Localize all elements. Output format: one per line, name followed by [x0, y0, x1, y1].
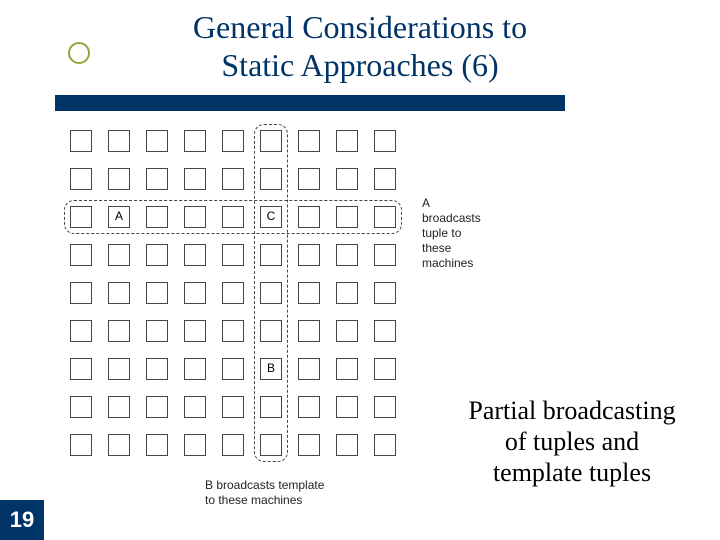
grid-cell	[184, 282, 206, 304]
grid-cell	[298, 130, 320, 152]
grid-cell	[336, 168, 358, 190]
grid-cell	[146, 168, 168, 190]
grid-cell	[374, 282, 396, 304]
grid-cell	[222, 434, 244, 456]
grid-cell	[108, 130, 130, 152]
grid-cell	[184, 358, 206, 380]
grid-cell	[374, 358, 396, 380]
grid-cell	[336, 320, 358, 342]
grid-cell	[298, 434, 320, 456]
grid-cell	[222, 396, 244, 418]
grid-cell	[70, 320, 92, 342]
grid-cell	[184, 244, 206, 266]
grid-cell	[146, 130, 168, 152]
grid-cell	[146, 358, 168, 380]
grid-cell	[108, 320, 130, 342]
grid-cell	[108, 396, 130, 418]
grid-cell	[336, 244, 358, 266]
grid-cell	[222, 358, 244, 380]
title-line-1: General Considerations to	[0, 8, 720, 46]
slide-title: General Considerations to Static Approac…	[0, 0, 720, 85]
grid-cell	[222, 320, 244, 342]
anno-B: B broadcasts templateto these machines	[205, 478, 324, 508]
grid-cell	[298, 244, 320, 266]
grid-cell	[70, 168, 92, 190]
grid-cell	[146, 396, 168, 418]
grid-cell	[70, 434, 92, 456]
grid-cell	[298, 396, 320, 418]
grid-cell	[336, 434, 358, 456]
grid-cell	[298, 320, 320, 342]
grid-cell	[70, 358, 92, 380]
grid-cell	[298, 168, 320, 190]
caption-line-2: of tuples and	[505, 427, 639, 456]
selection-col-B	[254, 124, 288, 462]
grid-cell	[184, 434, 206, 456]
grid-cell	[374, 434, 396, 456]
grid-cell	[222, 168, 244, 190]
grid-cell	[336, 130, 358, 152]
slide: General Considerations to Static Approac…	[0, 0, 720, 540]
grid-cell	[184, 320, 206, 342]
node-grid: ACBA broadcaststuple to thesemachinesB b…	[70, 130, 410, 470]
grid-cell	[108, 358, 130, 380]
grid-cell	[222, 282, 244, 304]
grid-cell	[146, 244, 168, 266]
caption-line-1: Partial broadcasting	[468, 396, 675, 425]
grid-cell	[298, 282, 320, 304]
page-number-value: 19	[10, 507, 34, 533]
grid-cell	[108, 244, 130, 266]
selection-row-A	[64, 200, 402, 234]
grid-cell	[222, 244, 244, 266]
grid-cell	[108, 282, 130, 304]
caption: Partial broadcasting of tuples and templ…	[442, 395, 702, 489]
grid-cell	[374, 320, 396, 342]
grid-cell	[70, 130, 92, 152]
grid-cell	[108, 168, 130, 190]
title-underline-bar	[55, 95, 565, 111]
title-line-2: Static Approaches (6)	[0, 46, 720, 84]
grid-cell	[108, 434, 130, 456]
grid-cell	[222, 130, 244, 152]
grid-cell	[374, 130, 396, 152]
grid-cell	[298, 358, 320, 380]
page-number: 19	[0, 500, 44, 540]
grid-cell	[70, 396, 92, 418]
grid-cell	[184, 168, 206, 190]
grid-cell	[336, 358, 358, 380]
grid-cell	[374, 396, 396, 418]
grid-cell	[184, 130, 206, 152]
grid-cell	[184, 396, 206, 418]
caption-line-3: template tuples	[493, 458, 651, 487]
grid-cell	[146, 434, 168, 456]
bullet-decoration	[68, 42, 90, 64]
grid-cell	[70, 244, 92, 266]
anno-A: A broadcaststuple to thesemachines	[422, 196, 481, 271]
grid-cell	[374, 168, 396, 190]
grid-cell	[70, 282, 92, 304]
grid-cell	[336, 396, 358, 418]
grid-cell	[146, 320, 168, 342]
grid-cell	[336, 282, 358, 304]
grid-cell	[374, 244, 396, 266]
grid-cell	[146, 282, 168, 304]
